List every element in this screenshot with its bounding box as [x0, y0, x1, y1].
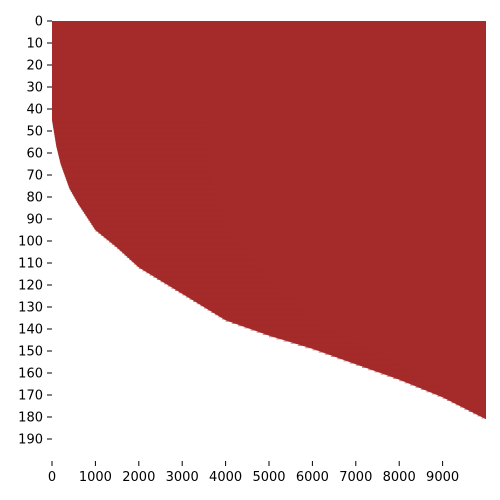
y-tick-label: 120 — [18, 279, 43, 294]
x-tick-label: 2000 — [122, 470, 155, 485]
y-tick-label: 80 — [26, 191, 43, 206]
y-tick-label: 10 — [26, 37, 43, 52]
y-tick-label: 70 — [26, 169, 43, 184]
y-tick-label: 50 — [26, 125, 43, 140]
y-tick-label: 90 — [26, 213, 43, 228]
y-tick-label: 160 — [18, 367, 43, 382]
y-tick-label: 30 — [26, 81, 43, 96]
y-tick-label: 150 — [18, 345, 43, 360]
y-tick-label: 180 — [18, 411, 43, 426]
x-tick-label: 9000 — [426, 470, 459, 485]
x-tick-label: 0 — [48, 470, 56, 485]
plot-area — [52, 21, 486, 420]
y-tick-label: 20 — [26, 59, 43, 74]
y-tick-label: 140 — [18, 323, 43, 338]
x-axis: 0 1000 2000 3000 4000 5000 6000 7000 8000 9000 — [48, 461, 459, 485]
y-tick-label: 110 — [18, 257, 43, 272]
x-tick-label: 8000 — [383, 470, 416, 485]
x-tick-label: 5000 — [252, 470, 285, 485]
x-tick-label: 6000 — [296, 470, 329, 485]
y-tick-label: 40 — [26, 103, 43, 118]
x-tick-label: 1000 — [79, 470, 112, 485]
y-tick-label: 100 — [18, 235, 43, 250]
x-tick-label: 4000 — [209, 470, 242, 485]
y-tick-label: 170 — [18, 389, 43, 404]
x-tick-label: 3000 — [166, 470, 199, 485]
y-axis: 0 10 20 30 40 50 60 70 80 90 100 110 120 130 140 150 160… — [18, 15, 52, 448]
y-tick-label: 130 — [18, 301, 43, 316]
y-tick-label: 190 — [18, 433, 43, 448]
x-tick-label: 7000 — [339, 470, 372, 485]
y-tick-label: 0 — [35, 15, 43, 30]
heatmap-filled-region — [52, 21, 486, 420]
y-tick-label: 60 — [26, 147, 43, 162]
